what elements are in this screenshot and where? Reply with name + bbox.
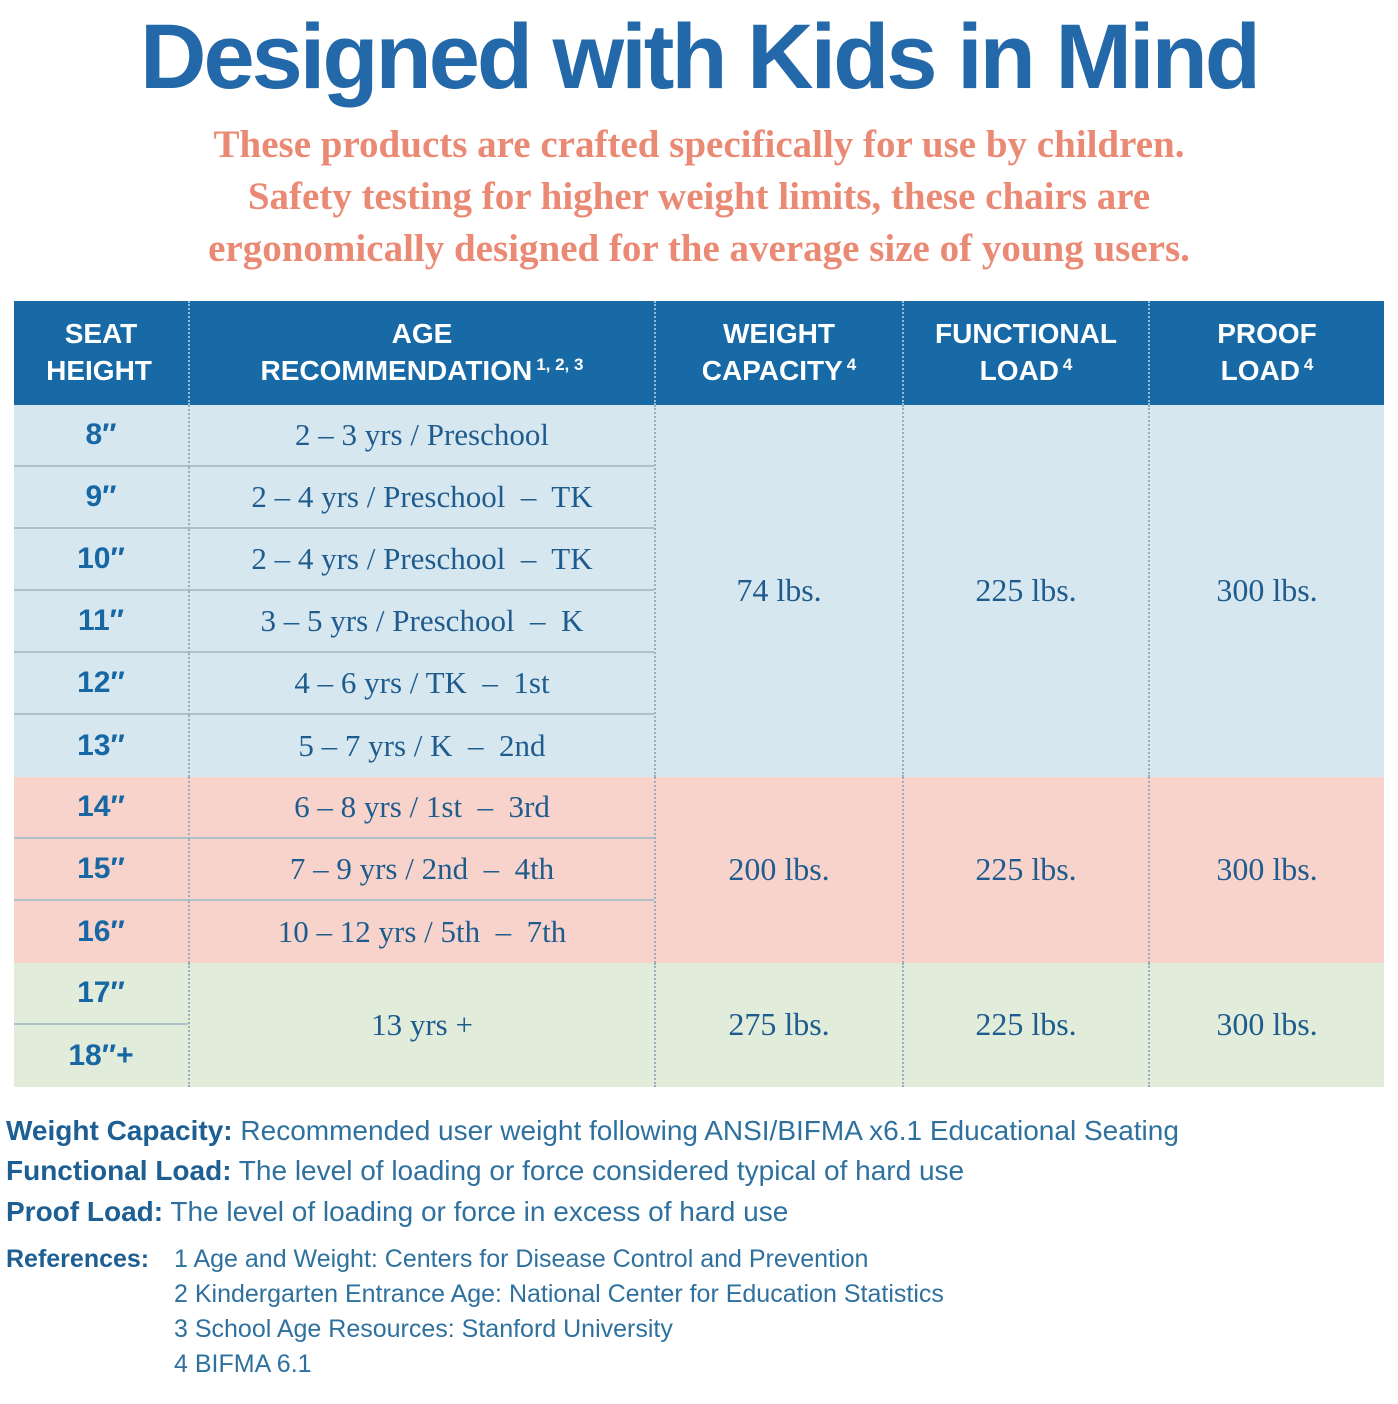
definition-row: Weight Capacity: Recommended user weight… xyxy=(6,1111,1398,1152)
seat-height-cell: 17″ xyxy=(14,962,188,1025)
proof-load-cell: 300 lbs. xyxy=(1148,776,1384,963)
seat-height-cell: 9″ xyxy=(14,466,188,529)
col-header-line: PROOF xyxy=(1217,317,1317,349)
subtitle-line: Safety testing for higher weight limits,… xyxy=(247,174,1151,218)
definition-label: Functional Load: xyxy=(6,1155,232,1187)
seat-height-cell: 15″ xyxy=(14,838,188,901)
functional-load-cell: 225 lbs. xyxy=(902,404,1148,777)
references-label: References: xyxy=(6,1245,150,1274)
col-header-seat-height: SEAT HEIGHT xyxy=(14,300,188,405)
subtitle-line: ergonomically designed for the average s… xyxy=(208,226,1190,270)
definition-text: The level of loading or force considered… xyxy=(231,1155,965,1187)
col-header-proof-load: PROOF LOAD 4 xyxy=(1148,300,1384,405)
definition-label: Proof Load: xyxy=(6,1195,164,1227)
col-header-line: HEIGHT xyxy=(46,354,152,386)
col-header-line: SEAT xyxy=(64,317,138,349)
col-header-line: WEIGHT xyxy=(723,317,835,349)
proof-load-cell: 300 lbs. xyxy=(1148,404,1384,777)
seat-height-cell: 11″ xyxy=(14,590,188,653)
col-header-line: CAPACITY 4 xyxy=(701,354,857,386)
seat-height-cell: 14″ xyxy=(14,776,188,839)
reference-item: 1 Age and Weight: Centers for Disease Co… xyxy=(174,1245,869,1274)
header-superscript: 1, 2, 3 xyxy=(536,354,584,374)
age-cell: 3 – 5 yrs / Preschool – K xyxy=(188,590,654,653)
references-list: 1 Age and Weight: Centers for Disease Co… xyxy=(174,1242,944,1382)
weight-capacity-cell: 275 lbs. xyxy=(654,962,902,1087)
seat-height-cell: 18″+ xyxy=(14,1024,188,1087)
reference-item: 2 Kindergarten Entrance Age: National Ce… xyxy=(174,1280,944,1309)
age-cell: 10 – 12 yrs / 5th – 7th xyxy=(188,900,654,963)
definition-row: Functional Load: The level of loading or… xyxy=(6,1151,1398,1192)
reference-item: 3 School Age Resources: Stanford Univers… xyxy=(174,1315,673,1344)
header-superscript: 4 xyxy=(1062,354,1073,374)
age-cell: 13 yrs + xyxy=(188,962,654,1087)
definition-row: Proof Load: The level of loading or forc… xyxy=(6,1192,1398,1233)
seat-height-cell: 10″ xyxy=(14,528,188,591)
col-header-line: RECOMMENDATION 1, 2, 3 xyxy=(260,354,584,386)
spec-table: SEAT HEIGHT AGE RECOMMENDATION 1, 2, 3 WE… xyxy=(14,300,1384,1087)
proof-load-cell: 300 lbs. xyxy=(1148,962,1384,1087)
col-header-weight-capacity: WEIGHT CAPACITY 4 xyxy=(654,300,902,405)
seat-height-cell: 8″ xyxy=(14,404,188,467)
col-header-line: LOAD 4 xyxy=(979,354,1073,386)
age-cell: 2 – 3 yrs / Preschool xyxy=(188,404,654,467)
col-header-line: FUNCTIONAL xyxy=(935,317,1117,349)
functional-load-cell: 225 lbs. xyxy=(902,962,1148,1087)
age-cell: 5 – 7 yrs / K – 2nd xyxy=(188,714,654,777)
reference-item: 4 BIFMA 6.1 xyxy=(174,1350,312,1379)
age-cell: 7 – 9 yrs / 2nd – 4th xyxy=(188,838,654,901)
page-subtitle: These products are crafted specifically … xyxy=(0,119,1398,275)
references-block: References: 1 Age and Weight: Centers fo… xyxy=(6,1242,1398,1382)
age-cell: 6 – 8 yrs / 1st – 3rd xyxy=(188,776,654,839)
functional-load-cell: 225 lbs. xyxy=(902,776,1148,963)
seat-height-cell: 16″ xyxy=(14,900,188,963)
col-header-line: LOAD 4 xyxy=(1220,354,1314,386)
seat-height-cell: 12″ xyxy=(14,652,188,715)
definition-label: Weight Capacity: xyxy=(6,1114,233,1146)
col-header-age-recommendation: AGE RECOMMENDATION 1, 2, 3 xyxy=(188,300,654,405)
col-header-line: AGE xyxy=(391,317,453,349)
age-cell: 4 – 6 yrs / TK – 1st xyxy=(188,652,654,715)
definitions-block: Weight Capacity: Recommended user weight… xyxy=(6,1111,1398,1233)
weight-capacity-cell: 200 lbs. xyxy=(654,776,902,963)
col-header-functional-load: FUNCTIONAL LOAD 4 xyxy=(902,300,1148,405)
seat-height-cell: 13″ xyxy=(14,714,188,777)
definition-text: The level of loading or force in excess … xyxy=(163,1195,789,1227)
subtitle-line: These products are crafted specifically … xyxy=(213,123,1185,167)
age-cell: 2 – 4 yrs / Preschool – TK xyxy=(188,466,654,529)
header-superscript: 4 xyxy=(1303,354,1314,374)
age-cell: 2 – 4 yrs / Preschool – TK xyxy=(188,528,654,591)
page-title: Designed with Kids in Mind xyxy=(140,6,1261,108)
definition-text: Recommended user weight following ANSI/B… xyxy=(232,1114,1179,1146)
weight-capacity-cell: 74 lbs. xyxy=(654,404,902,777)
header-superscript: 4 xyxy=(846,354,857,374)
